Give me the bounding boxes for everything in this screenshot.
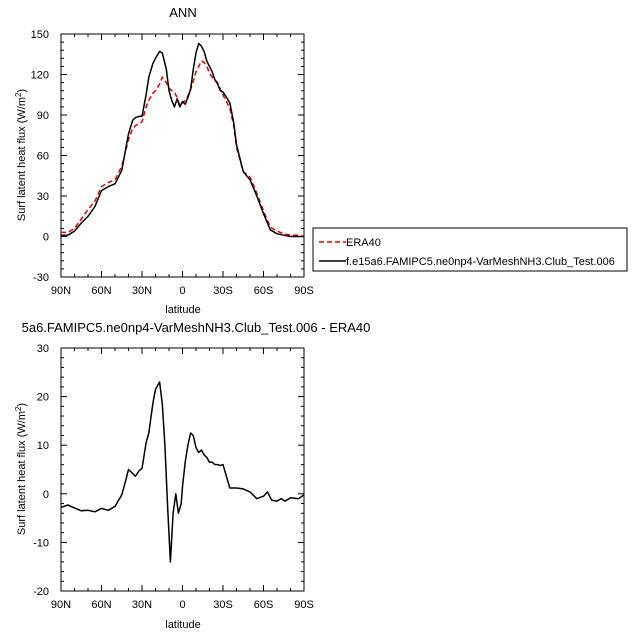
top-x-tick-label: 90N (51, 285, 71, 297)
top-y-tick-label: 150 (31, 29, 49, 41)
top-series-model-line (61, 42, 304, 238)
bottom-x-tick-label: 90N (51, 599, 71, 611)
bottom-y-axis-label-main: Surf latent heat flux (W/m (16, 411, 28, 535)
top-chart-title: ANN (169, 5, 196, 20)
bottom-axis-ticks: 90N 60N 30N 0 30S 60S 90S -20 -10 0 10 20 30 (33, 343, 314, 611)
top-panel: ANN 90N 60N 30N 0 30S 60S 90S-300306090120150 … (14, 5, 314, 316)
legend-model-label: f.e15a6.FAMIPC5.ne0np4-VarMeshNH3.Club_T… (346, 256, 615, 268)
top-y-tick-label: 0 (43, 232, 49, 244)
top-y-axis-label-close: ) (16, 89, 28, 93)
top-x-tick-label: 60S (254, 285, 274, 297)
bottom-series-model-line (60, 381, 305, 563)
top-series-era40-line (61, 60, 305, 238)
bottom-x-axis-label: latitude (165, 619, 200, 631)
top-y-tick-label: 90 (37, 110, 49, 122)
bottom-x-tick-label: 60S (254, 599, 274, 611)
top-y-tick-label: 60 (37, 151, 49, 163)
bottom-y-axis-label-sup: 2 (14, 406, 23, 411)
legend-box (312, 227, 628, 272)
bottom-y-tick-label: 10 (37, 440, 49, 452)
top-axis-ticks: 90N 60N 30N 0 30S 60S 90S -30 0 30 60 90 120 150 (31, 29, 314, 297)
top-y-tick-label: -30 (33, 272, 49, 284)
bottom-x-tick-label: 0 (179, 599, 185, 611)
bottom-y-axis-label: Surf latent heat flux (W/m2) (14, 403, 28, 535)
top-x-axis-label: latitude (165, 304, 200, 316)
top-y-tick-label: 120 (31, 70, 49, 82)
top-y-axis-label-sup: 2 (14, 92, 23, 97)
top-x-tick-label: 30N (132, 285, 152, 297)
bottom-series-group (60, 381, 305, 563)
top-y-axis-label: Surf latent heat flux (W/m2) (14, 89, 28, 221)
bottom-x-tick-label: 60N (91, 599, 111, 611)
top-y-axis-label-main: Surf latent heat flux (W/m (16, 97, 28, 221)
bottom-chart-title: 5a6.FAMIPC5.ne0np4-VarMeshNH3.Club_Test.… (22, 320, 371, 335)
bottom-x-tick-label: 30S (213, 599, 233, 611)
bottom-y-tick-label: -20 (33, 586, 49, 598)
bottom-x-tick-label: 30N (132, 599, 152, 611)
top-x-tick-label: 30S (213, 285, 233, 297)
top-series-group (61, 42, 305, 238)
top-plot-frame (60, 33, 305, 278)
bottom-y-tick-label: -10 (33, 537, 49, 549)
bottom-x-tick-label: 90S (294, 599, 314, 611)
bottom-y-tick-label: 0 (43, 489, 49, 501)
bottom-y-tick-label: 30 (37, 343, 49, 355)
top-x-tick-label: 90S (294, 285, 314, 297)
legend-era40-label: ERA40 (346, 237, 381, 249)
top-y-tick-label: 30 (37, 191, 49, 203)
bottom-panel: 5a6.FAMIPC5.ne0np4-VarMeshNH3.Club_Test.… (14, 320, 370, 631)
bottom-y-tick-label: 20 (37, 392, 49, 404)
top-x-tick-label: 0 (179, 285, 185, 297)
top-x-tick-label: 60N (91, 285, 111, 297)
bottom-plot-frame (60, 347, 305, 592)
bottom-y-axis-label-close: ) (16, 403, 28, 407)
legend: ERA40 f.e15a6.FAMIPC5.ne0np4-VarMeshNH3.… (312, 227, 628, 272)
